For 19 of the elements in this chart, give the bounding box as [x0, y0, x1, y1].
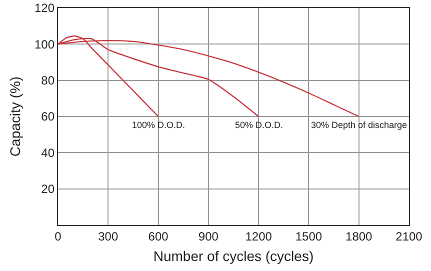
x-tick-label: 1200 — [245, 230, 272, 244]
annotation: 100% D.O.D. — [132, 120, 186, 130]
x-tick-label: 300 — [98, 230, 118, 244]
y-tick-label: 60 — [41, 110, 55, 124]
y-tick-label: 20 — [41, 182, 55, 196]
x-tick-label: 900 — [198, 230, 219, 244]
x-tick-label: 600 — [148, 230, 169, 244]
y-tick-label: 100 — [34, 37, 55, 52]
y-axis-title: Capacity (%) — [7, 76, 24, 157]
x-axis-title: Number of cycles (cycles) — [153, 248, 314, 264]
x-tick-label: 0 — [54, 230, 62, 244]
x-tick-label: 2100 — [396, 230, 423, 244]
x-tick-label: 1500 — [295, 230, 322, 244]
y-tick-label: 40 — [41, 146, 55, 160]
y-tick-label: 120 — [34, 1, 55, 16]
annotation: 50% D.O.D. — [235, 120, 284, 130]
annotation: 30% Depth of discharge — [311, 120, 408, 130]
y-tick-label: 80 — [41, 74, 55, 88]
x-tick-label: 1800 — [346, 230, 373, 244]
